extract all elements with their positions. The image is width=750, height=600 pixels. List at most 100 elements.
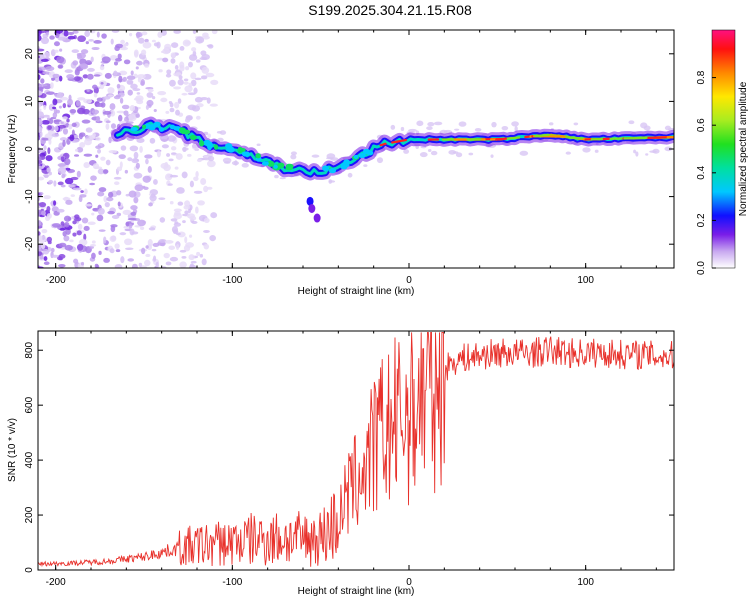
noise-speckle	[140, 78, 145, 86]
noise-speckle	[177, 79, 184, 86]
noise-speckle	[78, 195, 83, 203]
noise-speckle	[64, 69, 73, 73]
noise-speckle	[52, 112, 58, 118]
noise-speckle	[135, 66, 139, 70]
ridge-blob	[142, 124, 147, 129]
noise-speckle	[81, 217, 89, 224]
noise-speckle	[184, 236, 188, 244]
noise-speckle	[60, 121, 64, 124]
noise-speckle	[110, 225, 116, 233]
noise-speckle	[195, 59, 201, 63]
noise-speckle	[174, 65, 179, 70]
noise-speckle	[119, 161, 123, 169]
noise-speckle	[48, 179, 54, 184]
noise-speckle	[58, 257, 63, 261]
noise-speckle	[187, 61, 193, 68]
spectrogram-y-label: Frequency (Hz)	[7, 115, 18, 184]
noise-speckle	[129, 105, 136, 112]
noise-speckle	[468, 152, 474, 156]
noise-speckle	[124, 238, 133, 246]
noise-speckle	[177, 201, 184, 206]
noise-speckle	[57, 163, 66, 167]
noise-speckle	[127, 89, 133, 96]
noise-speckle	[50, 82, 54, 89]
snr-x-tick-label: -200	[46, 577, 66, 588]
noise-speckle	[38, 165, 45, 170]
noise-speckle	[51, 223, 61, 228]
noise-speckle	[75, 100, 81, 107]
noise-speckle	[135, 113, 140, 118]
noise-speckle	[151, 248, 157, 252]
noise-speckle	[38, 66, 47, 71]
noise-speckle	[38, 156, 42, 161]
noise-speckle	[74, 148, 79, 152]
noise-speckle	[38, 86, 44, 90]
noise-speckle	[199, 57, 208, 61]
noise-speckle	[103, 257, 110, 263]
noise-speckle	[45, 155, 53, 162]
noise-speckle	[202, 35, 210, 40]
ridge-blob	[213, 144, 219, 150]
noise-speckle	[91, 252, 96, 259]
ridge-hot-segment	[379, 142, 387, 147]
noise-speckle	[458, 121, 467, 127]
noise-speckle	[40, 37, 50, 45]
noise-speckle	[155, 261, 159, 268]
noise-speckle	[328, 180, 336, 183]
noise-speckle	[145, 104, 150, 110]
noise-speckle	[645, 153, 649, 156]
noise-speckle	[426, 126, 433, 131]
noise-speckle	[71, 129, 75, 137]
noise-speckle	[147, 166, 152, 173]
noise-speckle	[76, 230, 82, 236]
noise-speckle	[164, 240, 174, 244]
noise-speckle	[48, 103, 55, 111]
noise-speckle	[48, 171, 52, 176]
noise-speckle	[114, 45, 120, 52]
noise-speckle	[91, 109, 100, 115]
noise-speckle	[158, 239, 167, 243]
noise-speckle	[38, 90, 43, 96]
noise-speckle	[58, 75, 63, 82]
noise-speckle	[170, 52, 176, 58]
noise-speckle	[123, 110, 129, 116]
noise-speckle	[136, 31, 141, 39]
noise-speckle	[69, 239, 74, 243]
noise-speckle	[182, 220, 186, 224]
ridge-blob	[225, 143, 233, 149]
noise-speckle	[68, 184, 75, 188]
noise-speckle	[71, 216, 75, 220]
noise-speckle	[640, 122, 648, 129]
noise-speckle	[628, 120, 635, 125]
snr-y-tick-label: 600	[24, 396, 35, 413]
noise-speckle	[68, 94, 72, 101]
noise-speckle	[57, 181, 64, 186]
noise-speckle	[99, 65, 105, 71]
noise-speckle	[83, 233, 87, 241]
noise-speckle	[41, 119, 51, 125]
noise-speckle	[56, 56, 65, 64]
noise-speckle	[57, 167, 67, 175]
noise-speckle	[125, 193, 130, 197]
noise-speckle	[59, 227, 66, 231]
noise-speckle	[53, 41, 60, 47]
noise-speckle	[193, 176, 199, 182]
noise-speckle	[107, 94, 114, 97]
noise-speckle	[146, 92, 154, 98]
noise-speckle	[58, 65, 63, 69]
noise-speckle	[170, 58, 176, 64]
noise-speckle	[161, 144, 169, 149]
colorbar-ticks: 0.0 0.2 0.4 0.6 0.8	[696, 70, 716, 275]
noise-speckle	[120, 256, 125, 264]
spectrogram-y-tick-label: -10	[24, 189, 35, 204]
noise-speckle	[190, 79, 197, 87]
noise-speckle	[110, 38, 114, 45]
noise-speckle	[164, 43, 172, 51]
noise-speckle	[153, 179, 158, 185]
noise-speckle	[84, 138, 92, 146]
noise-speckle	[76, 52, 82, 57]
noise-speckle	[123, 43, 129, 47]
noise-speckle	[201, 66, 210, 74]
ridge-blob	[153, 121, 161, 127]
noise-speckle	[192, 30, 197, 35]
